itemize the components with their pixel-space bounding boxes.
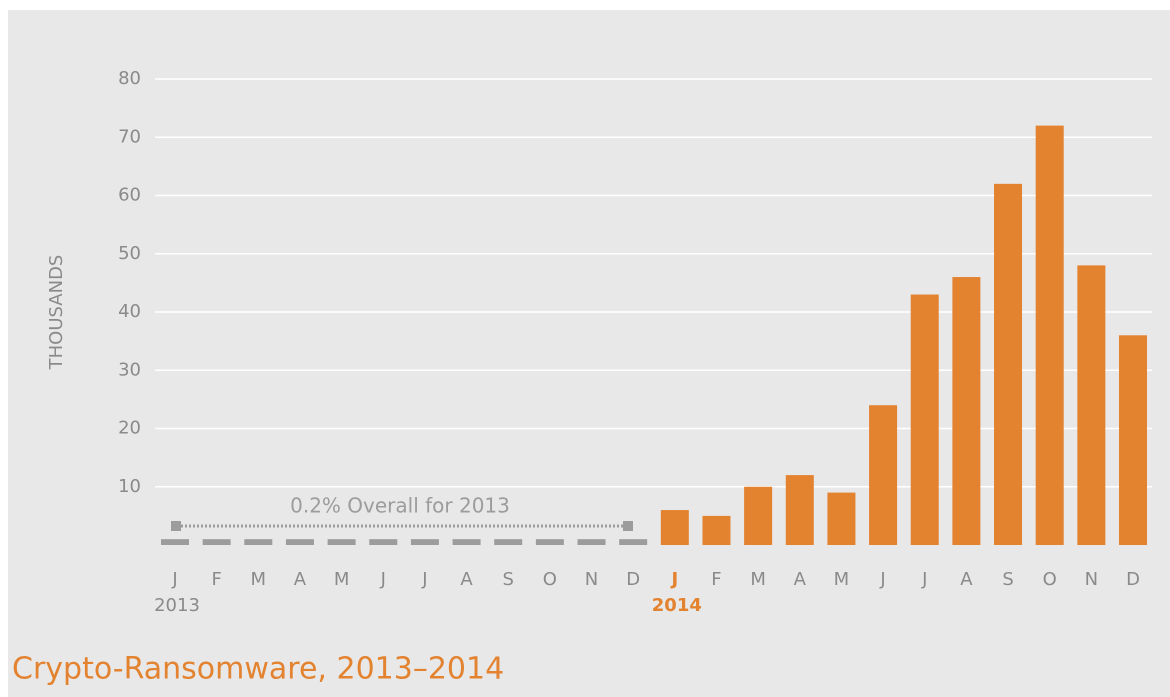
- x-tick-label: J: [879, 569, 885, 590]
- x-tick-label: A: [460, 569, 473, 590]
- bar: [1035, 125, 1064, 545]
- x-tick-label: D: [626, 569, 640, 590]
- x-tick-label: O: [543, 569, 557, 590]
- x-tick-label: N: [585, 569, 598, 590]
- bar: [994, 183, 1023, 545]
- bar: [1077, 265, 1106, 545]
- bar: [410, 539, 439, 545]
- x-tick-label: M: [251, 569, 267, 590]
- x-tick-label: A: [960, 569, 973, 590]
- bar: [494, 539, 523, 545]
- x-tick-label: J: [421, 569, 427, 590]
- x-tick-label: S: [1002, 569, 1013, 590]
- bar: [785, 475, 814, 545]
- x-tick-label: J: [921, 569, 927, 590]
- bar: [327, 539, 356, 545]
- bar: [452, 539, 481, 545]
- y-tick-label: 60: [118, 185, 141, 206]
- y-tick-label: 70: [118, 126, 141, 147]
- x-tick-label: S: [502, 569, 513, 590]
- y-axis-label: THOUSANDS: [46, 255, 67, 371]
- x-tick-label: F: [711, 569, 721, 590]
- x-tick-label: M: [834, 569, 850, 590]
- y-tick-label: 10: [118, 476, 141, 497]
- bar: [369, 539, 398, 545]
- x-tick-label: N: [1085, 569, 1098, 590]
- y-tick-label: 40: [118, 301, 141, 322]
- bar: [244, 539, 273, 545]
- x-tick-label: A: [794, 569, 807, 590]
- x-tick-label: M: [334, 569, 350, 590]
- y-tick-label: 80: [118, 68, 141, 89]
- year-label: 2013: [154, 595, 200, 616]
- bar: [827, 492, 856, 545]
- bar: [702, 515, 731, 545]
- bar: [660, 510, 689, 545]
- bar: [1119, 335, 1147, 545]
- bar: [619, 539, 648, 545]
- annotation-line: [171, 521, 633, 531]
- y-tick-label: 30: [118, 359, 141, 380]
- bar: [952, 277, 981, 545]
- x-tick-label: M: [750, 569, 766, 590]
- year-label: 2014: [652, 595, 702, 616]
- x-tick-label: J: [669, 569, 678, 590]
- y-tick-label: 20: [118, 418, 141, 439]
- annotation: 0.2% Overall for 2013: [290, 494, 510, 518]
- x-tick-label: D: [1126, 569, 1140, 590]
- bar: [202, 539, 231, 545]
- bar: [577, 539, 606, 545]
- bar: [869, 405, 898, 545]
- bar: [910, 294, 939, 545]
- x-tick-label: J: [171, 569, 177, 590]
- bar: [285, 539, 314, 545]
- x-tick-label: F: [211, 569, 221, 590]
- bar: [744, 486, 773, 545]
- chart-title: Crypto-Ransomware, 2013–2014: [12, 652, 504, 687]
- bar: [535, 539, 564, 545]
- bar: [161, 539, 189, 545]
- x-tick-label: A: [294, 569, 307, 590]
- y-tick-label: 50: [118, 243, 141, 264]
- x-tick-label: J: [380, 569, 386, 590]
- x-tick-label: O: [1043, 569, 1057, 590]
